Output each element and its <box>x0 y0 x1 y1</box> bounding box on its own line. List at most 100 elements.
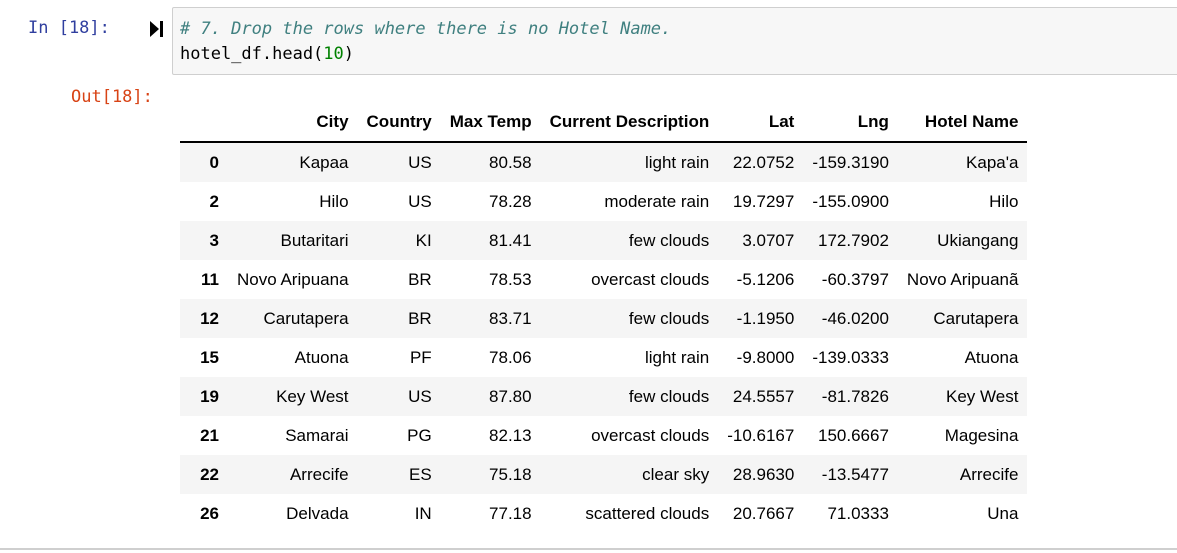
table-cell: 19.7297 <box>732 191 795 211</box>
table-cell: 172.7902 <box>818 230 889 250</box>
table-cell: Magesina <box>944 425 1019 445</box>
table-cell: BR <box>408 308 432 328</box>
table-cell: 22.0752 <box>732 152 795 172</box>
table-cell: Hilo <box>989 191 1019 211</box>
table-row: 2 Hilo US 78.28 moderate rain 19.7297 -155.090… <box>180 182 1028 221</box>
dataframe-table: City Country Max Temp Current Description La… <box>180 103 1028 533</box>
table-cell: Key West <box>946 386 1019 406</box>
table-cell: KI <box>415 230 432 250</box>
table-cell: 75.18 <box>489 464 532 484</box>
table-row: 22 Arrecife ES 75.18 clear sky 28.9630 -13.547… <box>180 455 1028 494</box>
table-cell: overcast clouds <box>591 269 710 289</box>
table-cell: Carutapera <box>263 308 349 328</box>
table-cell: ES <box>409 464 432 484</box>
row-index: 26 <box>200 503 219 523</box>
table-cell: Novo Aripuanã <box>906 269 1019 289</box>
table-cell: -60.3797 <box>821 269 889 289</box>
table-cell: IN <box>414 503 432 523</box>
table-cell: Kapa'a <box>966 152 1019 172</box>
table-cell: 87.80 <box>489 386 532 406</box>
table-cell: US <box>408 386 432 406</box>
table-cell: -155.0900 <box>812 191 889 211</box>
table-row: 12 Carutapera BR 83.71 few clouds -1.1950 -46.… <box>180 299 1028 338</box>
table-cell: 24.5557 <box>732 386 795 406</box>
column-header: Current Description <box>540 103 719 143</box>
table-cell: Key West <box>276 386 349 406</box>
table-row: 11 Novo Aripuana BR 78.53 overcast clouds -5.… <box>180 260 1028 299</box>
cell-divider <box>0 548 1177 550</box>
input-prompt: In [18]: <box>28 18 110 38</box>
output-prompt: Out[18]: <box>71 87 153 107</box>
column-header: Max Temp <box>440 103 541 143</box>
table-cell: -13.5477 <box>821 464 889 484</box>
row-index: 11 <box>201 269 219 289</box>
table-cell: light rain <box>644 152 710 172</box>
column-header: Lat <box>718 103 804 143</box>
column-header: Hotel Name <box>897 103 1028 143</box>
table-cell: 82.13 <box>489 425 532 445</box>
table-cell: PG <box>407 425 432 445</box>
table-cell: Kapaa <box>299 152 349 172</box>
table-cell: few clouds <box>628 308 710 328</box>
step-forward-icon[interactable] <box>148 19 164 39</box>
table-cell: BR <box>408 269 432 289</box>
table-cell: US <box>408 191 432 211</box>
table-cell: Butaritari <box>280 230 349 250</box>
table-row: 26 Delvada IN 77.18 scattered clouds 20.7667 7… <box>180 494 1028 533</box>
table-body: 0 Kapaa US 80.58 light rain 22.0752 -159.3190 K… <box>180 142 1028 533</box>
table-cell: Una <box>987 503 1019 523</box>
code-number: 10 <box>323 44 344 64</box>
table-cell: 83.71 <box>489 308 532 328</box>
table-cell: Atuona <box>964 347 1019 367</box>
row-index: 3 <box>209 230 219 250</box>
table-cell: US <box>408 152 432 172</box>
table-cell: 28.9630 <box>732 464 795 484</box>
table-row: 0 Kapaa US 80.58 light rain 22.0752 -159.3190 K… <box>180 142 1028 182</box>
table-cell: moderate rain <box>604 191 710 211</box>
table-cell: -159.3190 <box>812 152 889 172</box>
table-cell: Hilo <box>319 191 349 211</box>
table-cell: few clouds <box>628 386 710 406</box>
table-cell: 78.53 <box>489 269 532 289</box>
table-cell: -9.8000 <box>736 347 795 367</box>
table-cell: 71.0333 <box>827 503 889 523</box>
table-cell: Novo Aripuana <box>237 269 349 289</box>
table-cell: PF <box>409 347 432 367</box>
table-cell: clear sky <box>642 464 710 484</box>
table-cell: -46.0200 <box>821 308 889 328</box>
column-header: Country <box>357 103 441 143</box>
code-statement: hotel_df.head(10) <box>180 44 354 64</box>
row-index: 22 <box>200 464 219 484</box>
table-cell: few clouds <box>628 230 710 250</box>
row-index: 2 <box>209 191 219 211</box>
code-comment: # 7. Drop the rows where there is no Hot… <box>180 19 672 39</box>
table-cell: 150.6667 <box>818 425 889 445</box>
row-index: 15 <box>200 347 219 367</box>
table-cell: -139.0333 <box>812 347 889 367</box>
table-cell: Samarai <box>285 425 349 445</box>
table-row: 3 Butaritari KI 81.41 few clouds 3.0707 172.79… <box>180 221 1028 260</box>
table-row: 19 Key West US 87.80 few clouds 24.5557 -81.78… <box>180 377 1028 416</box>
table-cell: 20.7667 <box>732 503 795 523</box>
table-cell: 78.06 <box>489 347 532 367</box>
row-index: 12 <box>200 308 219 328</box>
table-row: 21 Samarai PG 82.13 overcast clouds -10.6167 1… <box>180 416 1028 455</box>
table-cell: overcast clouds <box>591 425 710 445</box>
table-cell: -81.7826 <box>821 386 889 406</box>
table-cell: -1.1950 <box>736 308 795 328</box>
table-cell: -10.6167 <box>727 425 795 445</box>
table-cell: 77.18 <box>489 503 532 523</box>
code-cell-input[interactable]: # 7. Drop the rows where there is no Hot… <box>172 7 1177 75</box>
column-header: City <box>228 103 358 143</box>
row-index: 0 <box>209 152 219 172</box>
table-cell: Atuona <box>294 347 349 367</box>
table-row: 15 Atuona PF 78.06 light rain -9.8000 -139.033… <box>180 338 1028 377</box>
table-cell: 80.58 <box>489 152 532 172</box>
table-cell: Carutapera <box>933 308 1019 328</box>
table-cell: light rain <box>644 347 710 367</box>
table-cell: Arrecife <box>959 464 1019 484</box>
table-cell: 3.0707 <box>742 230 795 250</box>
code-call: hotel_df.head( <box>180 44 324 64</box>
table-cell: Arrecife <box>289 464 349 484</box>
table-cell: Ukiangang <box>937 230 1019 250</box>
